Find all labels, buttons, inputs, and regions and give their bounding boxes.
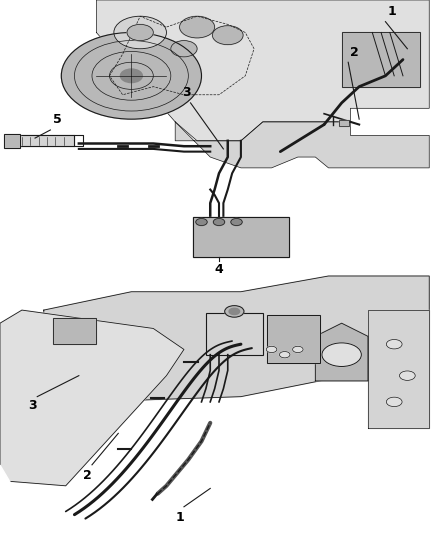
Text: 5: 5 — [53, 114, 61, 126]
Bar — [267, 316, 320, 362]
Circle shape — [120, 69, 142, 83]
Bar — [193, 216, 289, 257]
Bar — [267, 316, 320, 362]
Circle shape — [61, 33, 201, 119]
Bar — [206, 313, 263, 354]
Circle shape — [127, 25, 153, 41]
Circle shape — [386, 397, 402, 407]
Text: 2: 2 — [83, 469, 92, 482]
Circle shape — [231, 219, 242, 225]
Polygon shape — [96, 0, 429, 141]
Polygon shape — [175, 122, 429, 168]
Text: 3: 3 — [28, 399, 37, 412]
Polygon shape — [0, 310, 184, 486]
Polygon shape — [315, 323, 368, 381]
Circle shape — [229, 308, 240, 314]
Bar — [53, 318, 96, 344]
Circle shape — [293, 346, 303, 353]
Bar — [339, 120, 349, 126]
Circle shape — [213, 219, 225, 225]
Polygon shape — [44, 276, 429, 402]
Circle shape — [279, 352, 290, 358]
Circle shape — [171, 41, 197, 57]
Text: 1: 1 — [175, 511, 184, 524]
Text: 2: 2 — [350, 46, 359, 59]
Bar — [342, 33, 420, 87]
Bar — [342, 33, 420, 87]
Bar — [339, 120, 349, 126]
Circle shape — [322, 343, 361, 367]
Polygon shape — [368, 310, 429, 428]
Polygon shape — [0, 465, 79, 533]
Polygon shape — [18, 135, 74, 146]
Circle shape — [266, 346, 277, 353]
Circle shape — [180, 16, 215, 38]
Bar — [4, 134, 20, 148]
Bar — [4, 134, 20, 148]
Bar — [53, 318, 96, 344]
Text: 1: 1 — [388, 5, 396, 18]
Circle shape — [399, 371, 415, 381]
Circle shape — [212, 26, 243, 45]
Text: 4: 4 — [215, 263, 223, 276]
Circle shape — [386, 340, 402, 349]
Text: 3: 3 — [182, 86, 191, 99]
Circle shape — [114, 16, 166, 49]
Bar — [206, 313, 263, 354]
Circle shape — [225, 305, 244, 317]
Bar — [193, 216, 289, 257]
Circle shape — [196, 219, 207, 225]
